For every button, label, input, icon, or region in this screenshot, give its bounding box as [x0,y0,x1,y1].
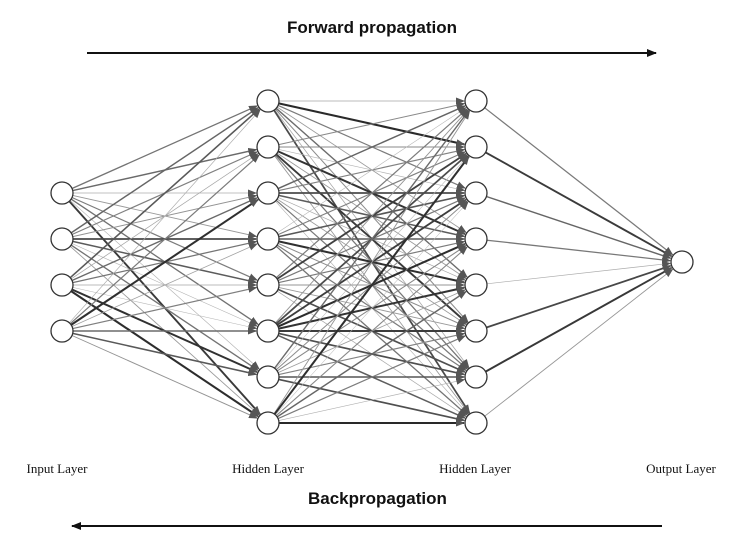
edge-l2-4-to-l3-0 [486,260,672,285]
edge-l1-2-to-l2-0 [277,105,466,190]
edge-l0-3-to-l1-6 [72,332,258,377]
edge-l1-5-to-l2-0 [275,109,469,324]
neuron-layer0-3 [50,319,74,343]
edge-l1-3-to-l2-0 [277,107,467,234]
neuron-layer0-2 [50,273,74,297]
hidden-layer-1-label: Hidden Layer [232,461,304,476]
forward-propagation-title: Forward propagation [287,18,457,37]
edge-l0-3-to-l1-1 [69,154,260,325]
edge-l2-1-to-l3-0 [485,151,673,258]
edge-l1-7-to-l2-6 [278,377,466,421]
edge-l2-7-to-l3-0 [484,268,674,417]
edge-l1-7-to-l2-1 [273,155,470,415]
neuron-layer2-6 [464,365,488,389]
edge-l1-4-to-l2-0 [275,108,468,279]
neuron-layer2-5 [464,319,488,343]
edge-l2-2-to-l3-0 [486,195,672,259]
edge-l1-7-to-l2-5 [277,335,466,420]
edge-l1-6-to-l2-0 [274,109,470,369]
edge-l2-5-to-l3-0 [486,264,672,329]
hidden-layer-2-label: Hidden Layer [439,461,511,476]
edge-l0-3-to-l1-0 [69,109,261,324]
neuron-layer2-3 [464,227,488,251]
input-layer-label: Input Layer [26,461,88,476]
neuron-layer2-2 [464,181,488,205]
neuron-layer0-0 [50,181,74,205]
neuron-layer1-4 [256,273,280,297]
output-layer-label: Output Layer [646,461,716,476]
neuron-layer1-6 [256,365,280,389]
edge-l1-7-to-l2-4 [276,291,467,418]
neuron-layer2-7 [464,411,488,435]
neuron-layer2-0 [464,89,488,113]
neuron-layer0-1 [50,227,74,251]
edge-l0-1-to-l1-0 [70,107,259,234]
edge-l1-1-to-l2-0 [278,101,466,146]
edge-l0-0-to-l1-0 [71,105,258,190]
neuron-layer2-1 [464,135,488,159]
edge-l2-6-to-l3-0 [485,266,673,373]
neuron-layer1-7 [256,411,280,435]
edge-l0-3-to-l1-4 [72,285,258,330]
backpropagation-title: Backpropagation [308,489,447,508]
neuron-layer1-5 [256,319,280,343]
edge-l0-3-to-l1-3 [71,243,258,327]
edge-l1-7-to-l2-3 [275,246,468,417]
edge-l1-7-to-l2-2 [275,201,469,415]
edge-l1-7-to-l2-0 [273,110,471,415]
neuron-layer1-0 [256,89,280,113]
neuron-layer2-4 [464,273,488,297]
edge-l2-0-to-l3-0 [484,107,674,256]
edge-l0-3-to-l1-2 [70,198,259,326]
neuron-layer3-0 [670,250,694,274]
neuron-layer1-3 [256,227,280,251]
neuron-layer1-2 [256,181,280,205]
edge-l0-2-to-l1-0 [69,108,260,279]
edge-l0-3-to-l1-7 [71,335,258,419]
edge-l2-3-to-l3-0 [486,239,672,264]
neuron-layer1-1 [256,135,280,159]
